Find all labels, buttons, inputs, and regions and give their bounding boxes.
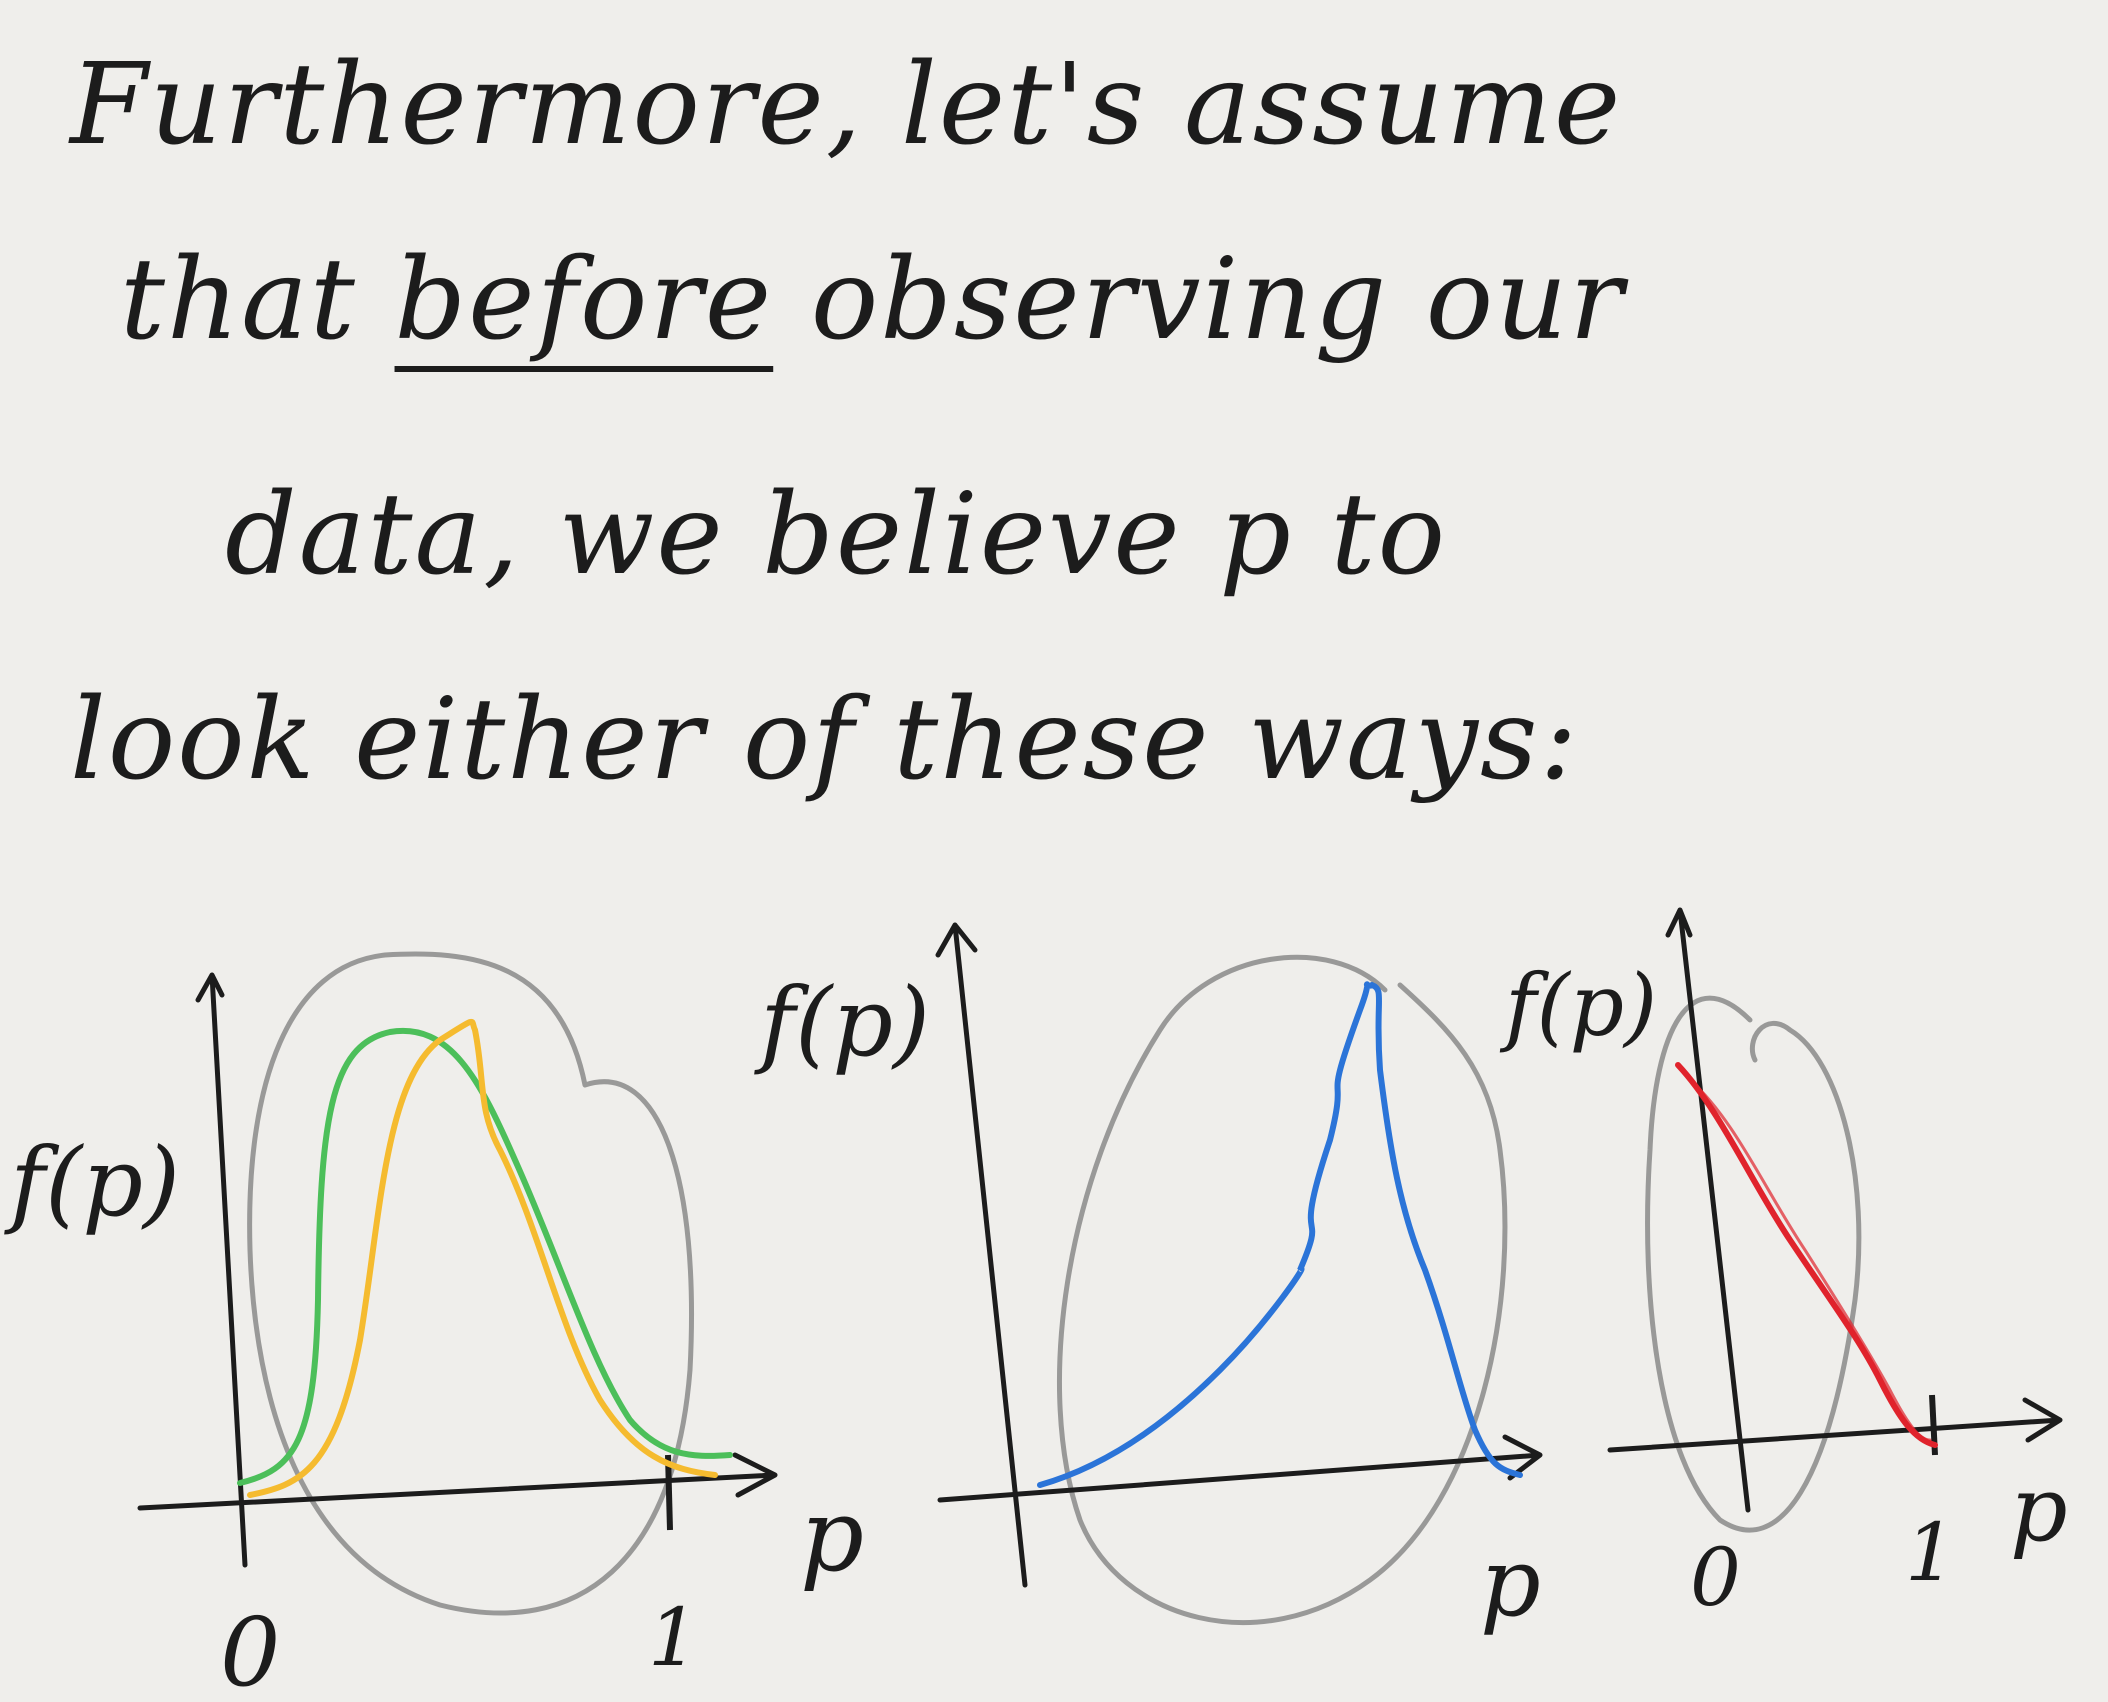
note-line-2: that before observing our [120,235,1625,365]
plot-3-x-label: p [2010,1457,2068,1562]
plot-3-tick-1-label: 1 [1905,1506,1956,1599]
plot-2-y-axis [935,922,1028,1588]
plot-2-x-axis [937,1434,1543,1503]
note-line-2-suffix: observing our [773,235,1625,365]
plot-2-y-label: f(p) [754,968,930,1078]
plot-1-x-label: p [800,1477,864,1594]
plot-3-tick-0-label: 0 [1690,1531,1741,1624]
plot-3-red-curve [1675,1062,1938,1448]
plot-2-blue-curve [1037,981,1523,1488]
plot-3-y-axis [1665,907,1751,1513]
plot-3-red-curve-echo [1688,1078,1932,1442]
plot-1: f(p) p 0 1 [4,951,864,1702]
plot-2-circle [1056,954,1508,1625]
plot-1-yellow-curve [247,1018,718,1498]
plot-2-x-label: p [1480,1528,1541,1638]
note-line-4: look either of these ways: [70,675,1580,805]
plot-3-circle [1645,995,1862,1533]
plot-3-y-label: f(p) [1499,957,1657,1056]
plot-1-tick-1-label: 1 [648,1591,699,1684]
plot-1-x-axis [137,1452,778,1511]
plot-1-tick-0-label: 0 [220,1598,280,1702]
plot-1-y-label: f(p) [4,1128,180,1238]
plot-1-tick-1 [665,1454,673,1531]
plot-3: f(p) p 0 1 [1499,907,2068,1624]
note-line-3: data, we believe p to [225,470,1447,600]
note-line-2-prefix: that [120,235,395,365]
note-line-1: Furthermore, let's assume [70,40,1623,170]
plot-2: f(p) p [754,922,1543,1638]
plot-1-y-axis [195,972,248,1568]
emphasis-word: before [394,235,774,365]
plot-3-x-axis [1607,1397,2063,1453]
